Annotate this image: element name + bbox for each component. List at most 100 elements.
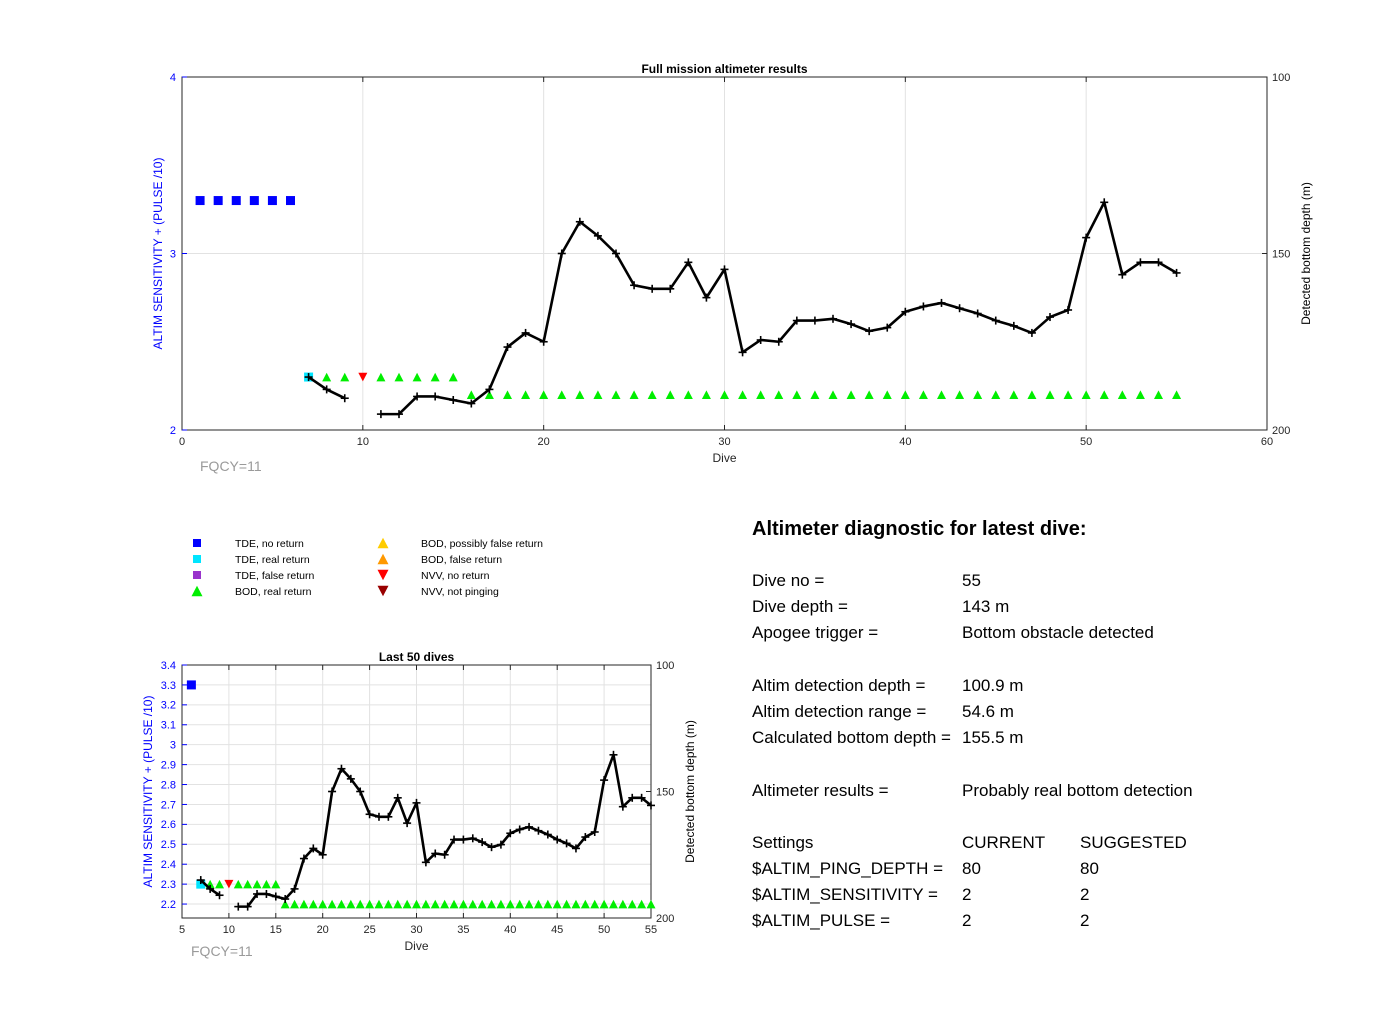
bod-real-return-marker: [496, 899, 506, 909]
bod-real-return-marker: [412, 899, 421, 909]
bod-real-return-marker: [327, 899, 337, 909]
legend-entry: TDE, false return: [193, 570, 315, 582]
setting-name: $ALTIM_SENSITIVITY =: [752, 885, 938, 905]
setting-row-sensitivity: $ALTIM_SENSITIVITY = 2 2: [752, 882, 1372, 908]
bod-real-return-marker: [1154, 390, 1163, 399]
bod-real-return-marker: [322, 372, 332, 382]
dive-depth-row: Dive depth = 143 m: [752, 594, 1372, 620]
bod-real-return-marker: [701, 390, 711, 399]
x-tick-label: 15: [270, 924, 282, 936]
results-value: Probably real bottom detection: [962, 780, 1193, 800]
bottom-depth-point: [393, 793, 402, 802]
bod-real-return-marker: [261, 879, 271, 889]
bod-real-return-marker: [611, 390, 621, 399]
detection-depth-value: 100.9 m: [962, 675, 1024, 695]
grid: [182, 665, 651, 918]
nvv-no-return-marker: [224, 879, 234, 889]
bottom-depth-point: [571, 844, 580, 853]
bottom-depth-point: [756, 335, 765, 344]
x-axis-label: Dive: [404, 939, 428, 953]
bod-real-return-marker: [466, 390, 476, 399]
bottom-depth-point: [937, 298, 946, 307]
bottom-depth-point: [973, 309, 982, 318]
bod-real-return-marker: [1009, 390, 1019, 399]
legend-label: TDE, no return: [235, 538, 304, 550]
bottom-depth-point: [1027, 328, 1036, 337]
y-right-tick-label: 200: [1272, 425, 1290, 437]
bod-real-return-marker: [402, 899, 412, 909]
bod-real-return-marker: [627, 899, 637, 909]
bottom-depth-point: [253, 889, 262, 898]
bottom-depth-point: [647, 801, 655, 810]
y-left-tick-label: 2.6: [161, 819, 176, 831]
bod-real-return-marker: [608, 899, 618, 909]
bottom-depth-point: [630, 281, 639, 290]
x-tick-label: 20: [317, 924, 329, 936]
current-header: CURRENT: [962, 832, 1046, 852]
y-left-tick-label: 3: [170, 248, 176, 260]
bottom-depth-point: [271, 892, 280, 901]
legend-marker: [193, 571, 201, 579]
bottom-depth-point: [553, 835, 562, 844]
bod-real-return-marker: [430, 899, 440, 909]
bod-real-return-marker: [515, 899, 525, 909]
bottom-depth-point: [395, 410, 403, 419]
y-left-tick-label: 2.2: [161, 899, 176, 911]
bottom-depth-point: [431, 849, 440, 858]
bod-real-return-marker: [637, 899, 647, 909]
bottom-depth-line: [380, 201, 1178, 416]
bottom-depth-point: [340, 394, 349, 403]
setting-suggested: 2: [1080, 911, 1090, 931]
nvv-no-return-marker: [358, 372, 368, 382]
bottom-depth-point: [243, 902, 252, 911]
bod-real-return-marker: [571, 899, 581, 909]
bottom-depth-label: Calculated bottom depth =: [752, 728, 951, 748]
bod-real-return-marker: [280, 899, 290, 909]
bod-real-return-marker: [1081, 390, 1091, 399]
setting-current: 2: [962, 911, 972, 931]
y-left-tick-label: 2.7: [161, 799, 176, 811]
bod-real-return-marker: [810, 390, 820, 399]
bod-real-return-marker: [458, 899, 468, 909]
tde-real-return-marker: [196, 879, 206, 889]
bottom-depth-point: [206, 884, 215, 893]
bottom-depth-point: [337, 764, 346, 773]
results-label: Altimeter results =: [752, 780, 889, 800]
bottom-depth-point: [774, 337, 783, 346]
dive-depth-value: 143 m: [962, 597, 1010, 617]
setting-suggested: 80: [1080, 859, 1099, 879]
bod-real-return-marker: [524, 899, 534, 909]
bottom-depth-point: [450, 835, 459, 844]
bod-real-return-marker: [393, 899, 403, 909]
bottom-depth-point: [384, 812, 393, 821]
legend-label: TDE, real return: [235, 554, 310, 566]
fqcy-annotation: FQCY=11: [200, 458, 262, 474]
detection-range-value: 54.6 m: [962, 701, 1014, 721]
bottom-depth-point: [1100, 198, 1109, 207]
bod-real-return-marker: [937, 390, 946, 399]
legend-marker: [193, 539, 201, 547]
bottom-depth-point: [431, 392, 440, 401]
legend-marker: [377, 585, 389, 597]
bottom-depth-point: [449, 395, 458, 404]
chart-title: Last 50 dives: [379, 650, 455, 664]
bottom-depth-point: [901, 307, 910, 316]
bod-real-return-marker: [882, 390, 892, 399]
bottom-depth-point: [865, 327, 874, 336]
settings-header-row: Settings CURRENT SUGGESTED: [752, 830, 1372, 856]
bottom-depth-point: [506, 829, 515, 838]
y-left-tick-label: 2.9: [161, 759, 176, 771]
bottom-depth-point: [612, 249, 620, 258]
legend-marker: [193, 555, 201, 563]
x-tick-label: 45: [551, 924, 563, 936]
bod-real-return-marker: [505, 899, 515, 909]
legend-marker: [377, 569, 389, 581]
legend-marker: [377, 553, 389, 565]
bod-real-return-marker: [365, 899, 375, 909]
bod-real-return-marker: [484, 390, 494, 399]
detection-range-row: Altim detection range = 54.6 m: [752, 699, 1372, 725]
bod-real-return-marker: [308, 899, 318, 909]
bottom-depth-point: [521, 328, 530, 337]
dive-depth-label: Dive depth =: [752, 597, 848, 617]
bottom-depth-point: [281, 895, 290, 904]
